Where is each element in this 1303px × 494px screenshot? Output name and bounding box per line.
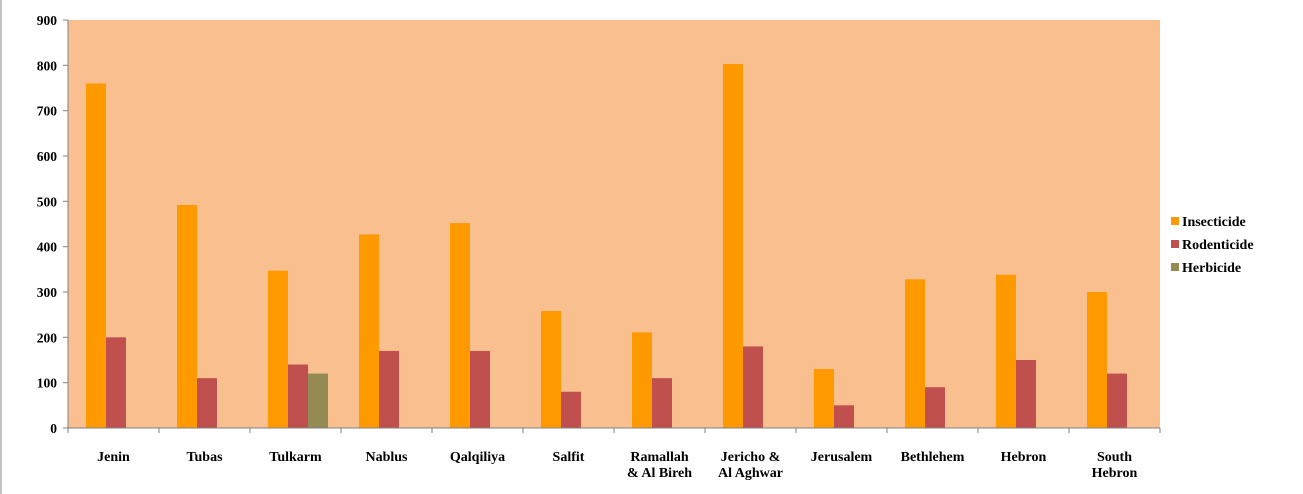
y-tick-label: 0 — [50, 421, 57, 436]
y-tick-label: 400 — [37, 240, 58, 255]
x-tick-label-salfit: Salfit — [553, 450, 585, 465]
x-tick-label-line: Al Aghwar — [718, 466, 783, 481]
x-tick-label-line: Nablus — [365, 450, 408, 465]
bar-insecticide-tubas — [177, 204, 197, 428]
bar-rodenticide-tubas — [197, 378, 217, 428]
bar-insecticide-bethlehem — [905, 279, 925, 428]
x-tick-label-line: Qalqiliya — [450, 450, 505, 465]
bar-rodenticide-hebron — [1016, 360, 1036, 428]
x-tick-label-line: Salfit — [553, 450, 585, 465]
x-tick-label-jericho-al-aghwar: Jericho & Al Aghwar — [718, 450, 783, 481]
x-axis: Jenin Tubas Tulkarm Nablus Qalqiliya Salfit Ra… — [67, 427, 1161, 481]
x-tick-label-tubas: Tubas — [186, 450, 223, 465]
bar-rodenticide-qalqiliya — [470, 350, 490, 428]
bar-rodenticide-ramallah-al-bireh — [652, 378, 672, 428]
y-tick-label: 600 — [37, 149, 58, 164]
bar-rodenticide-jericho-al-aghwar — [743, 346, 763, 428]
bar-insecticide-ramallah-al-bireh — [632, 332, 652, 428]
y-tick-label: 900 — [37, 13, 58, 28]
bar-insecticide-jenin — [86, 83, 106, 428]
legend-label-herbicide: Herbicide — [1182, 261, 1241, 276]
x-tick-label-jenin: Jenin — [97, 450, 130, 465]
y-axis: 0 100 200 300 400 500 600 700 800 900 — [37, 13, 69, 436]
x-tick-label-line: & Al Bireh — [627, 466, 692, 481]
bar-rodenticide-jenin — [106, 337, 126, 428]
x-tick-label-qalqiliya: Qalqiliya — [450, 450, 505, 465]
y-tick-label: 100 — [37, 376, 58, 391]
x-tick-label-nablus: Nablus — [365, 450, 408, 465]
legend-swatch-insecticide — [1171, 217, 1179, 225]
x-tick-label-line: Bethlehem — [901, 450, 965, 465]
x-tick-label-hebron: Hebron — [1001, 450, 1047, 465]
x-tick-label-line: Jenin — [97, 450, 130, 465]
x-tick-label-line: Tulkarm — [269, 450, 322, 465]
bar-insecticide-tulkarm — [268, 270, 288, 428]
bar-rodenticide-nablus — [379, 350, 399, 428]
y-tick-label: 500 — [37, 194, 58, 209]
bar-rodenticide-south-hebron — [1107, 373, 1127, 428]
bar-insecticide-salfit — [541, 311, 561, 428]
bar-rodenticide-salfit — [561, 391, 581, 428]
x-tick-label-line: South — [1097, 450, 1132, 465]
x-tick-label-jerusalem: Jerusalem — [811, 450, 873, 465]
x-tick-label-line: Hebron — [1092, 466, 1138, 481]
x-tick-label-line: Ramallah — [630, 450, 689, 465]
x-tick-label-ramallah-al-bireh: Ramallah & Al Bireh — [627, 450, 692, 481]
legend-swatch-herbicide — [1171, 263, 1179, 271]
bar-herbicide-tulkarm — [308, 373, 328, 428]
x-tick-label-south-hebron: South Hebron — [1092, 450, 1138, 481]
legend-label-rodenticide: Rodenticide — [1182, 238, 1254, 253]
x-tick-label-line: Tubas — [186, 450, 223, 465]
x-tick-label-tulkarm: Tulkarm — [269, 450, 322, 465]
x-tick-label-bethlehem: Bethlehem — [901, 450, 965, 465]
plot-area — [68, 20, 1160, 428]
x-tick-label-line: Jericho & — [721, 450, 780, 465]
bars-group — [86, 63, 1127, 429]
y-tick-label: 700 — [37, 104, 58, 119]
bar-rodenticide-tulkarm — [288, 364, 308, 428]
x-tick-label-line: Hebron — [1001, 450, 1047, 465]
legend-label-insecticide: Insecticide — [1182, 215, 1246, 230]
bar-insecticide-nablus — [359, 234, 379, 428]
bar-insecticide-hebron — [996, 274, 1016, 428]
y-tick-label: 200 — [37, 330, 58, 345]
bar-rodenticide-jerusalem — [834, 405, 854, 428]
bar-insecticide-jerusalem — [814, 369, 834, 428]
legend-swatch-rodenticide — [1171, 240, 1179, 248]
bar-insecticide-south-hebron — [1087, 292, 1107, 428]
bar-rodenticide-bethlehem — [925, 387, 945, 428]
bar-insecticide-qalqiliya — [450, 223, 470, 428]
y-tick-label: 300 — [37, 285, 58, 300]
bar-insecticide-jericho-al-aghwar — [723, 63, 743, 429]
legend: Insecticide Rodenticide Herbicide — [1171, 215, 1254, 276]
x-tick-label-line: Jerusalem — [811, 450, 873, 465]
y-tick-label: 800 — [37, 58, 58, 73]
